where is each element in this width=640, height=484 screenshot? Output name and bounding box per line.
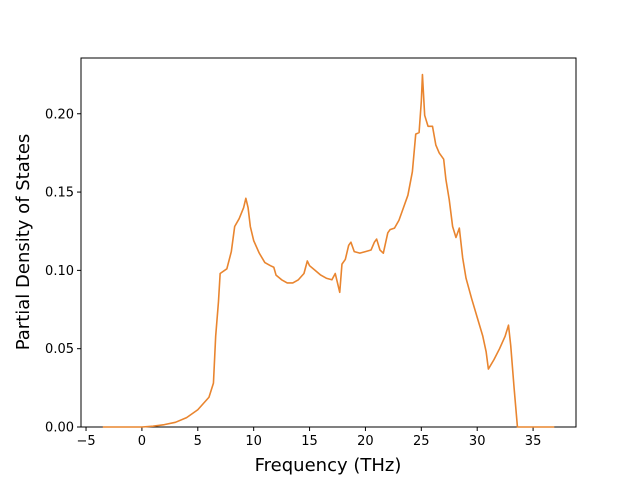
data-line [102,73,555,428]
y-tick-label: 0.20 [45,107,74,122]
x-tick-label: 30 [469,434,486,449]
x-tick-label: 10 [245,434,262,449]
y-tick-label: 0.10 [45,264,74,279]
y-tick-label: 0.05 [45,342,74,357]
y-tick-label: 0.15 [45,186,74,201]
x-tick-label: 20 [357,434,374,449]
y-tick-label: 0.00 [45,421,74,436]
y-axis-label: Partial Density of States [13,134,34,351]
x-tick-label: 0 [138,434,146,449]
x-tick-label: 25 [413,434,430,449]
x-tick-label: 15 [301,434,318,449]
x-tick-label: 5 [194,434,202,449]
x-tick-label: −5 [76,434,95,449]
plot-frame [80,57,577,428]
x-tick-label: 35 [525,434,542,449]
x-axis-label: Frequency (THz) [255,455,402,476]
